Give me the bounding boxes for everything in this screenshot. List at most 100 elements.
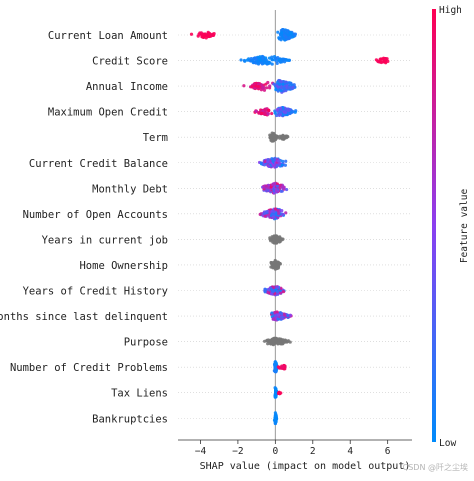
shap-dot	[275, 163, 279, 168]
shap-dot	[269, 134, 273, 139]
shap-dot	[288, 313, 292, 317]
shap-dot	[280, 315, 284, 319]
shap-dot	[277, 211, 281, 216]
feature-label: Number of Credit Problems	[10, 362, 168, 374]
shap-dot	[279, 312, 284, 316]
shap-dot	[287, 58, 291, 62]
shap-dot	[270, 111, 274, 116]
shap-dot	[268, 341, 272, 345]
shap-dot	[273, 363, 277, 367]
shap-dot	[266, 188, 270, 192]
shap-dot	[280, 338, 284, 342]
shap-dot	[270, 337, 274, 341]
shap-dot	[283, 163, 287, 167]
shap-dot	[280, 31, 284, 35]
shap-dot	[281, 82, 285, 86]
shap-dot	[272, 209, 276, 214]
shap-dot	[275, 184, 279, 188]
shap-dot	[280, 163, 284, 167]
shap-dot	[268, 61, 272, 65]
shap-dot	[208, 33, 213, 37]
shap-dot	[245, 58, 249, 62]
shap-dot	[268, 84, 272, 88]
shap-dot	[278, 60, 283, 64]
row-guides	[178, 34, 412, 419]
shap-dot	[268, 237, 272, 241]
shap-dot	[266, 342, 270, 346]
shap-dot	[279, 106, 283, 110]
feature-label: Years of Credit History	[23, 286, 168, 298]
shap-dot	[293, 110, 297, 114]
shap-dot	[275, 59, 279, 63]
shap-dot	[276, 236, 280, 240]
shap-dot	[269, 287, 274, 291]
shap-dot	[197, 32, 201, 36]
shap-dot	[281, 86, 286, 90]
shap-dot	[276, 317, 280, 321]
shap-dot	[274, 240, 279, 244]
x-tick-label: −4	[195, 446, 207, 457]
shap-dot	[243, 59, 247, 63]
shap-dot	[280, 238, 284, 242]
feature-label: Current Credit Balance	[29, 158, 168, 170]
colorbar-title: Feature value	[459, 189, 470, 264]
shap-dot	[273, 111, 277, 115]
shap-dot	[270, 131, 274, 135]
x-axis-title: SHAP value (impact on model output)	[200, 461, 411, 472]
shap-dot	[281, 365, 285, 369]
shap-dot	[284, 110, 288, 115]
shap-dot	[276, 30, 280, 34]
shap-dot	[282, 34, 287, 38]
shap-dot	[293, 34, 297, 38]
shap-dot	[266, 80, 270, 85]
shap-dot	[271, 289, 275, 294]
shap-dot	[266, 112, 270, 116]
shap-dot	[272, 238, 276, 242]
feature-label: Term	[143, 132, 168, 144]
shap-dot	[275, 113, 279, 118]
shap-dot	[265, 86, 269, 90]
shap-dot	[284, 159, 288, 163]
shap-dot	[269, 292, 274, 296]
shap-dot	[270, 311, 274, 315]
feature-label: Number of Open Accounts	[23, 209, 168, 221]
feature-labels: Current Loan Amount Credit Score Annual In…	[0, 30, 168, 425]
feature-label: Years in current job	[42, 234, 168, 246]
shap-dot	[285, 134, 289, 138]
shap-dot	[272, 369, 276, 373]
shap-dot	[250, 59, 255, 63]
shap-dot	[258, 212, 262, 216]
feature-label: Purpose	[124, 337, 168, 349]
shap-dot	[265, 61, 269, 66]
shap-dot	[266, 213, 271, 217]
shap-dot	[285, 339, 289, 344]
feature-label: Home Ownership	[79, 260, 168, 272]
feature-label: Maximum Open Credit	[48, 107, 168, 119]
colorbar-high-label: High	[439, 5, 462, 16]
shap-dot	[283, 367, 287, 371]
shap-dot	[265, 338, 269, 342]
shap-dot	[269, 265, 273, 269]
shap-dot	[281, 290, 286, 294]
shap-dot	[279, 342, 284, 346]
shap-dot	[256, 61, 260, 65]
shap-dot	[273, 414, 278, 418]
shap-dot	[266, 287, 271, 291]
shap-dot	[256, 84, 260, 89]
shap-dot	[275, 80, 280, 85]
shap-dot	[279, 189, 283, 193]
shap-dot	[242, 84, 246, 88]
colorbar: High Low Feature value	[432, 5, 470, 449]
shap-dot	[273, 235, 277, 239]
shap-dot	[270, 341, 275, 345]
shap-dot	[252, 82, 257, 86]
shap-dot	[277, 339, 281, 343]
feature-label: Annual Income	[86, 81, 168, 93]
x-tick-label: 6	[385, 446, 391, 457]
shap-dot	[276, 266, 280, 270]
shap-dot	[275, 84, 279, 88]
shap-dot	[271, 317, 275, 321]
shap-dot	[278, 392, 282, 396]
colorbar-gradient	[432, 9, 436, 442]
